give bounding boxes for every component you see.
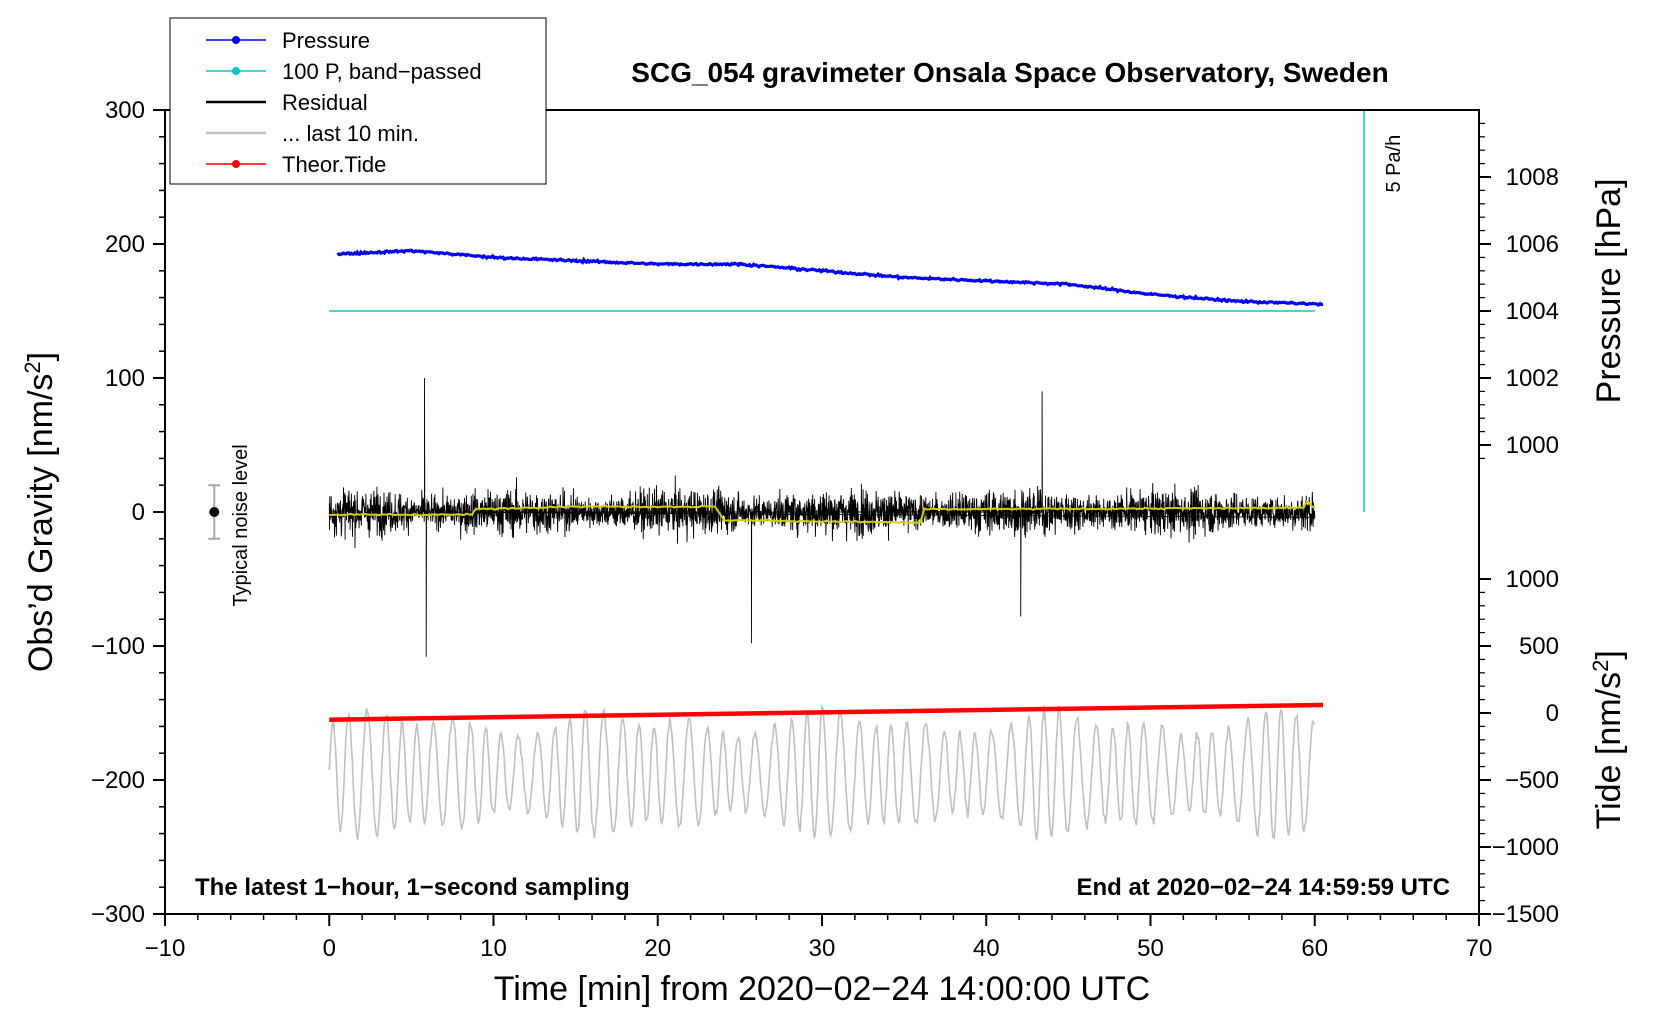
y-tick-label: −200 bbox=[91, 767, 145, 794]
cyan-scale-label: 5 Pa/h bbox=[1383, 135, 1405, 193]
chart-title: SCG_054 gravimeter Onsala Space Observat… bbox=[631, 57, 1388, 88]
x-tick-label: 40 bbox=[973, 935, 1000, 962]
x-tick-label: 70 bbox=[1466, 935, 1493, 962]
legend-label: Residual bbox=[282, 90, 368, 115]
x-tick-label: 10 bbox=[480, 935, 507, 962]
annotation-sampling: The latest 1−hour, 1−second sampling bbox=[195, 874, 630, 901]
series-pressure-line bbox=[336, 248, 1324, 307]
pressure-tick-label: 1006 bbox=[1506, 231, 1559, 258]
tide-tick-label: 0 bbox=[1546, 700, 1559, 727]
y-tick-label: −300 bbox=[91, 901, 145, 928]
tide-tick-label: −500 bbox=[1505, 767, 1559, 794]
x-tick-label: 50 bbox=[1137, 935, 1164, 962]
tide-tick-label: 500 bbox=[1519, 633, 1559, 660]
pressure-tick-label: 1004 bbox=[1506, 298, 1559, 325]
noise-level-label: Typical noise level bbox=[230, 444, 252, 606]
pressure-tick-label: 1000 bbox=[1506, 432, 1559, 459]
y-tick-label: −100 bbox=[91, 633, 145, 660]
pressure-tick-label: 1002 bbox=[1506, 365, 1559, 392]
x-tick-label: 30 bbox=[809, 935, 836, 962]
series-residual-line bbox=[328, 377, 1316, 657]
annotation-end-time: End at 2020−02−24 14:59:59 UTC bbox=[1076, 874, 1450, 901]
y-axis-title-left-sup: 2 bbox=[20, 361, 45, 373]
x-tick-label: 60 bbox=[1301, 935, 1328, 962]
legend-marker bbox=[232, 36, 240, 44]
pressure-tick-label: 1008 bbox=[1506, 164, 1559, 191]
y-tick-label: 0 bbox=[132, 499, 145, 526]
y-axis-title-pressure: Pressure [hPa] bbox=[1590, 178, 1628, 403]
legend-label: 100 P, band−passed bbox=[282, 59, 482, 84]
y-tick-label: 200 bbox=[105, 231, 145, 258]
x-tick-label: 0 bbox=[323, 935, 336, 962]
tide-tick-label: 1000 bbox=[1506, 566, 1559, 593]
legend-label: ... last 10 min. bbox=[282, 121, 419, 146]
x-tick-label: 20 bbox=[644, 935, 671, 962]
x-axis-title: Time [min] from 2020−02−24 14:00:00 UTC bbox=[494, 970, 1150, 1008]
legend-marker bbox=[232, 160, 240, 168]
series-residual-smooth-line bbox=[329, 499, 1316, 525]
series-theor-tide-line bbox=[329, 702, 1323, 722]
legend-marker bbox=[232, 67, 240, 75]
tide-tick-label: −1500 bbox=[1492, 901, 1559, 928]
legend: Pressure 100 P, band−passed Residual ... la… bbox=[169, 17, 547, 185]
noise-level-dot bbox=[209, 507, 220, 517]
legend-label: Pressure bbox=[282, 28, 370, 53]
x-tick-label: −10 bbox=[145, 935, 186, 962]
y-axis-title-tide-sup: 2 bbox=[1588, 660, 1613, 672]
y-axis-title-tide: Tide [nm/s2] bbox=[1588, 650, 1629, 829]
y-tick-label: 300 bbox=[105, 97, 145, 124]
series-last-10-min-line bbox=[328, 704, 1316, 841]
y-tick-label: 100 bbox=[105, 365, 145, 392]
y-axis-title-left: Obs’d Gravity [nm/s2] bbox=[20, 352, 61, 672]
series-layer bbox=[208, 110, 1365, 841]
axis-layer: −10 0 10 20 30 40 50 60 703002001000−100−200−300… bbox=[91, 97, 1559, 962]
tide-tick-label: −1000 bbox=[1492, 834, 1559, 861]
legend-label: Theor.Tide bbox=[282, 152, 386, 177]
